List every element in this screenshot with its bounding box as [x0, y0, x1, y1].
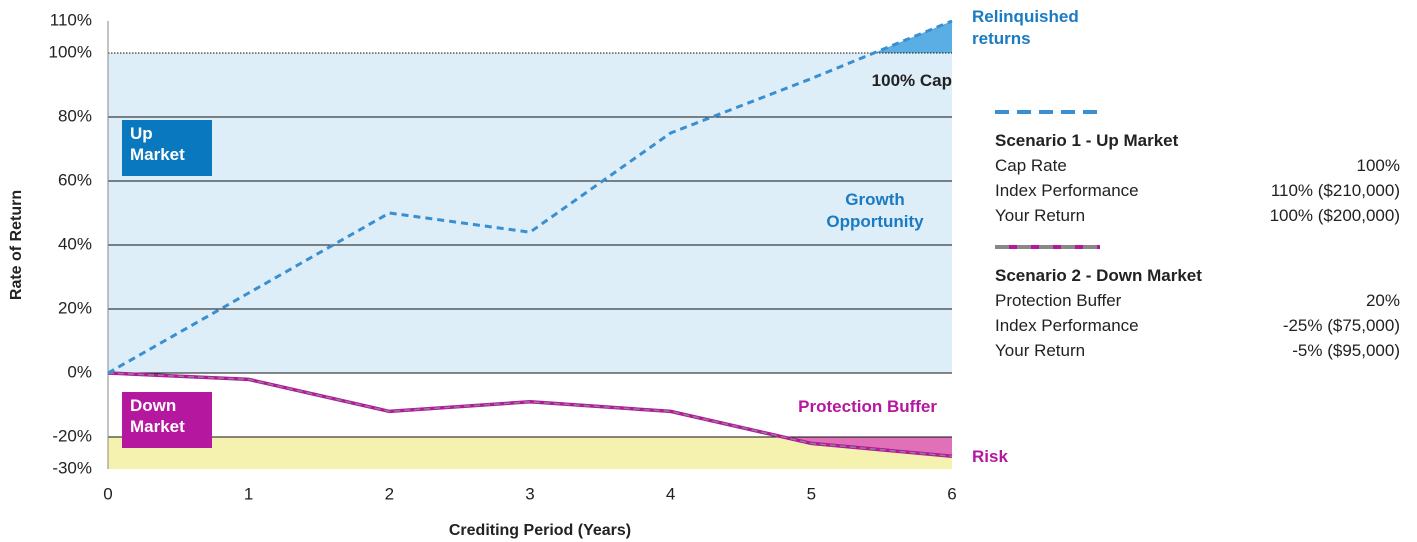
growth-region: [108, 53, 952, 373]
legend-group: Scenario 2 - Down Market Protection Buffe…: [995, 245, 1400, 363]
x-tick-label: 2: [385, 484, 394, 503]
risk-area: [108, 437, 952, 457]
legend-title: Scenario 1 - Up Market: [995, 131, 1179, 150]
legend-value: 110% ($210,000): [1270, 181, 1400, 200]
annotation: Down Market: [122, 392, 212, 448]
y-tick-label: 0%: [67, 362, 92, 381]
y-tick-label: -20%: [52, 426, 92, 445]
legend-row: Index Performance -25% ($75,000): [995, 313, 1400, 338]
legend-value: 20%: [1365, 291, 1400, 310]
annotation: 100% Cap: [871, 71, 952, 90]
y-tick-label: 40%: [58, 234, 92, 253]
legend-value: 100% ($200,000): [1269, 206, 1400, 225]
legend-label: Index Performance: [995, 316, 1139, 335]
annotation: Relinquished returns: [972, 7, 1079, 48]
legend-label: Your Return: [995, 206, 1086, 225]
x-axis-label: Crediting Period (Years): [449, 522, 631, 539]
y-axis-label: Rate of Return: [8, 190, 25, 300]
legend-row: Protection Buffer 20%: [995, 288, 1400, 313]
y-tick-label: 20%: [58, 298, 92, 317]
annotation: Growth Opportunity: [826, 190, 924, 231]
line-series: [107, 19, 953, 375]
x-tick-label: 5: [807, 484, 816, 503]
y-tick-label: 60%: [58, 170, 92, 189]
legend-row: Your Return 100% ($200,000): [995, 203, 1400, 228]
line-series-overlay: [107, 372, 953, 457]
legend-swatch: [995, 245, 1100, 249]
legend-value: -25% ($75,000): [1282, 316, 1400, 335]
x-tick-label: 0: [103, 484, 112, 503]
legend-value: -5% ($95,000): [1292, 341, 1400, 360]
legend-swatch: [995, 110, 1100, 114]
annotation: Risk: [972, 447, 1008, 466]
legend-title: Scenario 2 - Down Market: [995, 266, 1202, 285]
legend-row: Your Return -5% ($95,000): [995, 338, 1400, 363]
x-tick-label: 4: [666, 484, 675, 503]
legend-row: Cap Rate 100%: [995, 153, 1400, 178]
legend-group: Scenario 1 - Up Market Cap Rate 100% Index …: [995, 110, 1400, 228]
legend-label: Protection Buffer: [995, 291, 1122, 310]
x-tick-label: 1: [244, 484, 253, 503]
legend-row: Index Performance 110% ($210,000): [995, 178, 1400, 203]
legend-value: 100%: [1356, 156, 1400, 175]
legend-label: Index Performance: [995, 181, 1139, 200]
annotation: Up Market: [122, 120, 212, 176]
y-tick-label: 110%: [50, 10, 92, 29]
legend-label: Cap Rate: [995, 156, 1067, 175]
y-tick-label: 80%: [58, 106, 92, 125]
legend-label: Your Return: [995, 341, 1086, 360]
y-tick-label: 100%: [49, 42, 92, 61]
annotation: Protection Buffer: [798, 397, 937, 416]
x-tick-label: 3: [525, 484, 534, 503]
y-tick-label: -30%: [52, 458, 92, 477]
x-tick-label: 6: [947, 484, 956, 503]
